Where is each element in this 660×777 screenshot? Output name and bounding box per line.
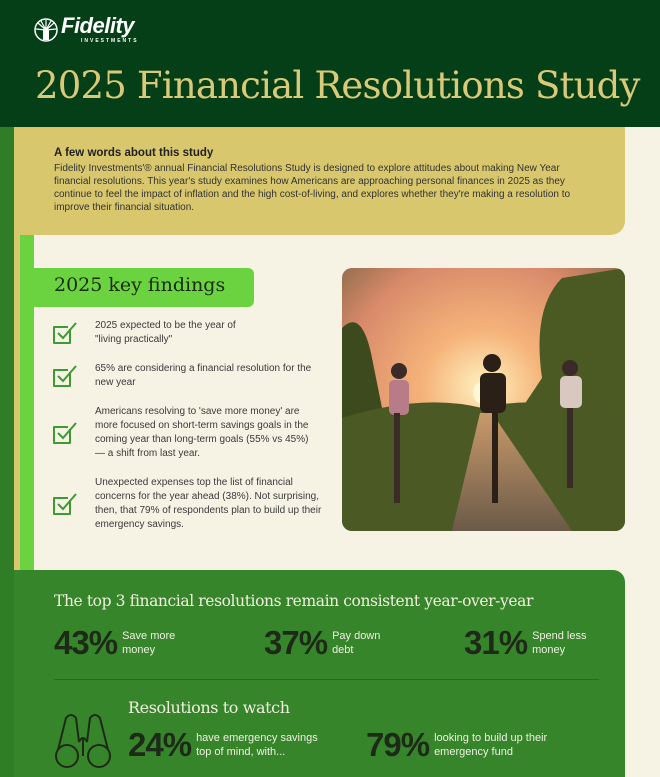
decorative-strip: [20, 235, 34, 572]
about-box: A few words about this study Fidelity In…: [14, 127, 625, 235]
top3-heading: The top 3 financial resolutions remain c…: [54, 592, 533, 610]
stat-label: looking to build up their emergency fund: [434, 732, 548, 758]
watch-heading: Resolutions to watch: [128, 698, 290, 717]
logo-word: Fidelity: [61, 13, 135, 38]
finding-text: 2025 expected to be the year of "living …: [95, 320, 236, 345]
decorative-strip: [0, 127, 14, 777]
fidelity-logo: Fidelity INVESTMENTS: [34, 14, 139, 45]
stat-value: 43%: [54, 624, 118, 661]
stat-value: 24%: [128, 726, 192, 763]
key-findings-heading: 2025 key findings: [34, 268, 254, 307]
resolutions-panel: The top 3 financial resolutions remain c…: [14, 570, 625, 777]
stat-pay-down-debt: 37% Pay down debt: [264, 624, 394, 662]
key-findings-list: 2025 expected to be the year of "living …: [52, 319, 332, 532]
divider: [54, 679, 599, 680]
finding-item: Unexpected expenses top the list of fina…: [52, 476, 332, 532]
page-title: 2025 Financial Resolutions Study: [35, 64, 640, 107]
logo-subtext: INVESTMENTS: [81, 38, 139, 44]
stat-save-more: 43% Save more money: [54, 624, 192, 662]
checkbox-check-icon: [53, 365, 77, 387]
logo-wordmark: Fidelity INVESTMENTS: [61, 14, 139, 45]
stat-value: 31%: [464, 624, 528, 661]
binoculars-icon: [55, 714, 111, 768]
checkbox-check-icon: [53, 493, 77, 515]
decorative-strip: [14, 127, 20, 572]
stat-value: 79%: [366, 726, 430, 763]
finding-item: 2025 expected to be the year of "living …: [52, 319, 332, 347]
header: Fidelity INVESTMENTS 2025 Financial Reso…: [0, 0, 660, 127]
checkbox-check-icon: [53, 422, 77, 444]
stat-spend-less: 31% Spend less money: [464, 624, 602, 662]
sunburst-icon: [34, 17, 58, 42]
stat-label: Save more money: [122, 630, 176, 656]
finding-item: Americans resolving to 'save more money'…: [52, 405, 332, 461]
stat-emergency-fund: 79% looking to build up their emergency …: [366, 726, 564, 764]
finding-item: 65% are considering a financial resoluti…: [52, 362, 332, 390]
about-body: Fidelity Investments'® annual Financial …: [54, 163, 571, 213]
finding-text: Americans resolving to 'save more money'…: [95, 406, 309, 459]
about-heading: A few words about this study: [54, 147, 214, 159]
stat-label: Spend less money: [532, 630, 587, 656]
stat-label: Pay down debt: [332, 630, 381, 656]
stat-label: have emergency savings top of mind, with…: [196, 732, 318, 758]
cyclists-sunset-photo: [342, 268, 625, 531]
finding-text: 65% are considering a financial resoluti…: [95, 363, 312, 388]
checkbox-check-icon: [53, 322, 77, 344]
finding-text: Unexpected expenses top the list of fina…: [95, 477, 322, 530]
stat-value: 37%: [264, 624, 328, 661]
stat-emergency-savings: 24% have emergency savings top of mind, …: [128, 726, 321, 764]
